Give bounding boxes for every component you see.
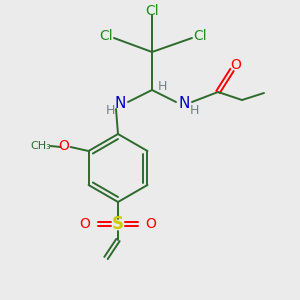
Text: O: O [58, 139, 69, 153]
Text: O: O [80, 217, 90, 231]
Text: O: O [231, 58, 242, 72]
Text: S: S [112, 215, 124, 233]
Text: N: N [114, 95, 126, 110]
Text: Cl: Cl [99, 29, 113, 43]
Text: H: H [189, 104, 199, 118]
Text: CH₃: CH₃ [30, 141, 51, 151]
Text: Cl: Cl [193, 29, 207, 43]
Text: H: H [105, 103, 115, 116]
Text: O: O [146, 217, 156, 231]
Text: H: H [157, 80, 167, 94]
Text: Cl: Cl [145, 4, 159, 18]
Text: N: N [178, 95, 190, 110]
